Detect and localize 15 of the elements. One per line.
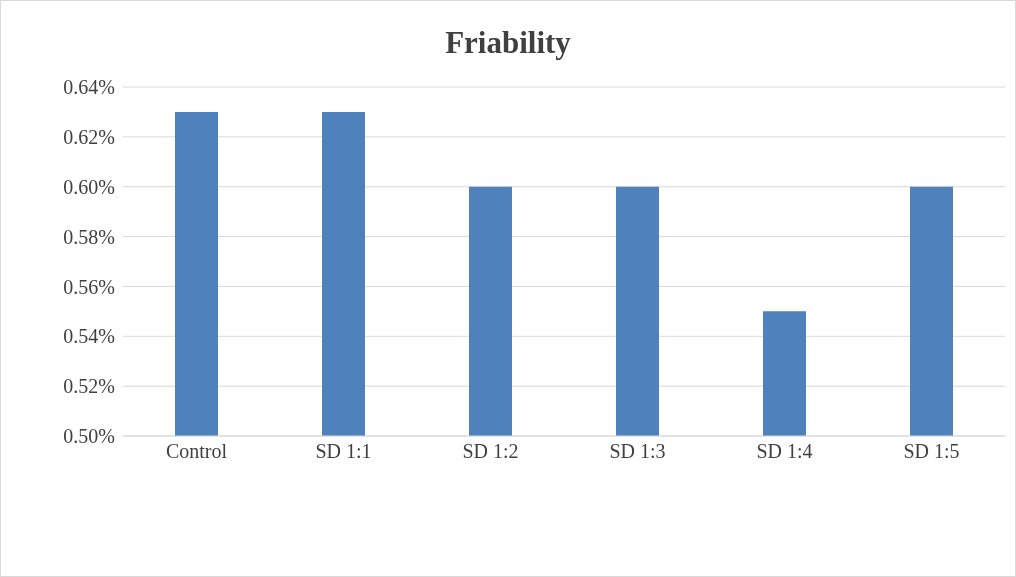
- y-tick-label: 0.60%: [63, 175, 115, 198]
- x-tick-label: Control: [165, 440, 228, 463]
- y-tick-label: 0.62%: [63, 125, 115, 148]
- x-tick-label: SD 1:1: [315, 440, 372, 463]
- y-tick-label: 0.56%: [63, 275, 115, 298]
- x-tick-label: SD 1:5: [903, 440, 960, 463]
- y-tick-label: 0.58%: [63, 225, 115, 248]
- y-tick-label: 0.64%: [63, 76, 115, 99]
- x-tick-label: SD 1:2: [462, 440, 519, 463]
- chart-title: Friability: [444, 25, 572, 61]
- y-tick-label: 0.52%: [63, 375, 115, 398]
- y-tick-label: 0.54%: [63, 325, 115, 348]
- y-tick-label: 0.50%: [63, 425, 115, 448]
- x-tick-label: SD 1:4: [756, 440, 813, 463]
- x-tick-label: SD 1:3: [609, 440, 666, 463]
